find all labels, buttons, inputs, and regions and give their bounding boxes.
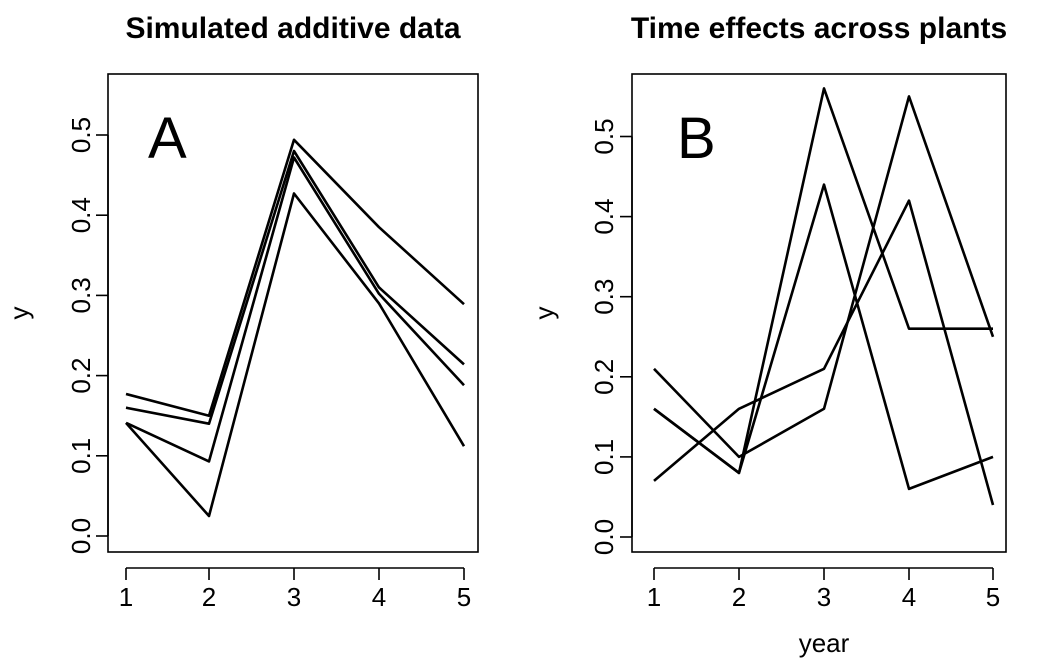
x-tick-label: 3 (817, 582, 831, 612)
y-axis-label: y (529, 307, 559, 320)
chart-panel-a: Simulated additive data A 0.0 0.1 0.2 0.3 0.4 0… (4, 12, 479, 612)
chart-panel-b: Time effects across plants B 0.0 0.1 0.2 0.3 0… (529, 12, 1007, 658)
series-line-1 (653, 95, 995, 459)
y-tick-label: 0.0 (589, 519, 619, 555)
series-line-3 (125, 156, 465, 463)
y-tick-label: 0.0 (66, 518, 96, 554)
y-axis-label: y (4, 307, 34, 320)
x-tick-label: 5 (457, 582, 471, 612)
y-tick-label: 0.4 (66, 197, 96, 233)
y-tick-label: 0.1 (589, 439, 619, 475)
y-tick-label: 0.3 (66, 277, 96, 313)
chart-title: Time effects across plants (631, 12, 1007, 45)
series-line-2 (125, 149, 465, 426)
x-tick-label: 4 (902, 582, 916, 612)
x-tick-label: 4 (372, 582, 386, 612)
series-line-4 (125, 192, 466, 518)
x-tick-label: 5 (986, 582, 1000, 612)
y-tick-label: 0.5 (589, 118, 619, 154)
y-tick-label: 0.5 (66, 117, 96, 153)
series-line-3 (653, 183, 994, 491)
chart-title: Simulated additive data (125, 12, 460, 45)
y-tick-label: 0.2 (589, 359, 619, 395)
panel-label: A (148, 106, 187, 171)
x-tick-label: 2 (732, 582, 746, 612)
series-line-1 (125, 138, 465, 418)
series-line-4 (653, 199, 995, 506)
x-axis-label: year (799, 628, 850, 658)
x-tick-label: 1 (647, 582, 661, 612)
x-tick-label: 1 (119, 582, 133, 612)
x-tick-label: 3 (287, 582, 301, 612)
y-tick-label: 0.4 (589, 199, 619, 235)
y-tick-label: 0.2 (66, 358, 96, 394)
y-tick-label: 0.1 (66, 438, 96, 474)
x-tick-label: 2 (202, 582, 216, 612)
y-tick-label: 0.3 (589, 279, 619, 315)
panel-label: B (677, 106, 716, 171)
